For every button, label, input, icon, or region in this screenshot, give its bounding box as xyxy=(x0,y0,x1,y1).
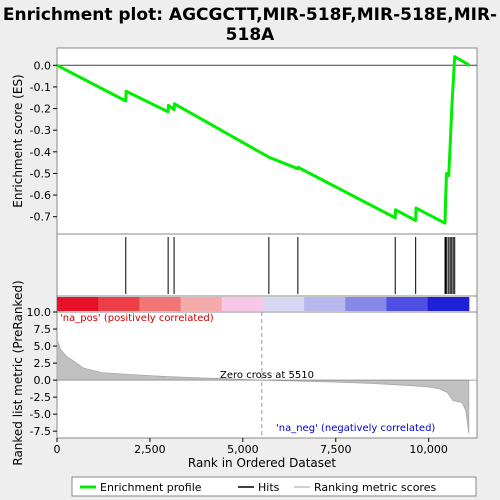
es-panel xyxy=(56,47,478,235)
es-y-tick-label: -0.2 xyxy=(30,103,51,116)
metric-area xyxy=(56,339,470,434)
es-y-tick-label: -0.1 xyxy=(30,81,51,94)
heatmap-segment xyxy=(386,297,429,311)
es-y-tick-label: -0.7 xyxy=(30,211,51,224)
chart-title-line2: 518A xyxy=(226,25,275,45)
x-tick-label: 7,500 xyxy=(320,443,352,456)
es-y-tick-label: -0.4 xyxy=(30,146,51,159)
legend-es-label: Enrichment profile xyxy=(100,481,202,494)
pos-label: 'na_pos' (positively correlated) xyxy=(60,313,214,324)
x-tick-label: 10,000 xyxy=(409,443,448,456)
heatmap-segment xyxy=(262,297,305,311)
x-tick-label: 0 xyxy=(54,443,61,456)
heatmap-segment xyxy=(221,297,264,311)
neg-label: 'na_neg' (negatively correlated) xyxy=(276,423,435,434)
metric-axis-label: Ranked list metric (PreRanked) xyxy=(11,280,25,465)
metric-y-tick-label: 7.5 xyxy=(34,323,52,336)
heatmap-segment xyxy=(304,297,346,311)
es-y-tick-label: 0.0 xyxy=(34,59,52,72)
heatmap-segment xyxy=(180,297,223,311)
heatmap-segment xyxy=(427,297,470,311)
x-tick-label: 5,000 xyxy=(227,443,259,456)
es-axis-label: Enrichment score (ES) xyxy=(11,74,25,207)
legend-box xyxy=(71,476,477,497)
heatmap-segment xyxy=(98,297,140,311)
x-tick-label: 2,500 xyxy=(134,443,166,456)
es-series-line xyxy=(56,55,471,225)
metric-y-tick-label: 2.5 xyxy=(34,357,52,370)
es-y-tick-label: -0.6 xyxy=(30,189,51,202)
heatmap-segment xyxy=(139,297,182,311)
legend-metric-label: Ranking metric scores xyxy=(314,481,436,494)
metric-y-tick-label: -2.5 xyxy=(30,391,51,404)
metric-y-tick-label: -7.5 xyxy=(30,425,51,438)
x-axis-label: Rank in Ordered Dataset xyxy=(188,456,336,470)
es-y-tick-label: -0.3 xyxy=(30,124,51,137)
heatmap-segment xyxy=(57,297,99,311)
hits-panel xyxy=(56,233,478,297)
metric-y-tick-label: -5.0 xyxy=(30,408,51,421)
chart-title-line1: Enrichment plot: AGCGCTT,MIR-518F,MIR-51… xyxy=(3,5,497,25)
metric-y-tick-label: 0.0 xyxy=(34,374,52,387)
heatmap-segment xyxy=(345,297,387,311)
es-y-tick-label: -0.5 xyxy=(30,167,51,180)
metric-y-tick-label: 10.0 xyxy=(27,306,52,319)
zero-cross-label: Zero cross at 5510 xyxy=(220,370,314,381)
legend-hits-label: Hits xyxy=(258,481,280,494)
metric-y-tick-label: 5.0 xyxy=(34,340,52,353)
